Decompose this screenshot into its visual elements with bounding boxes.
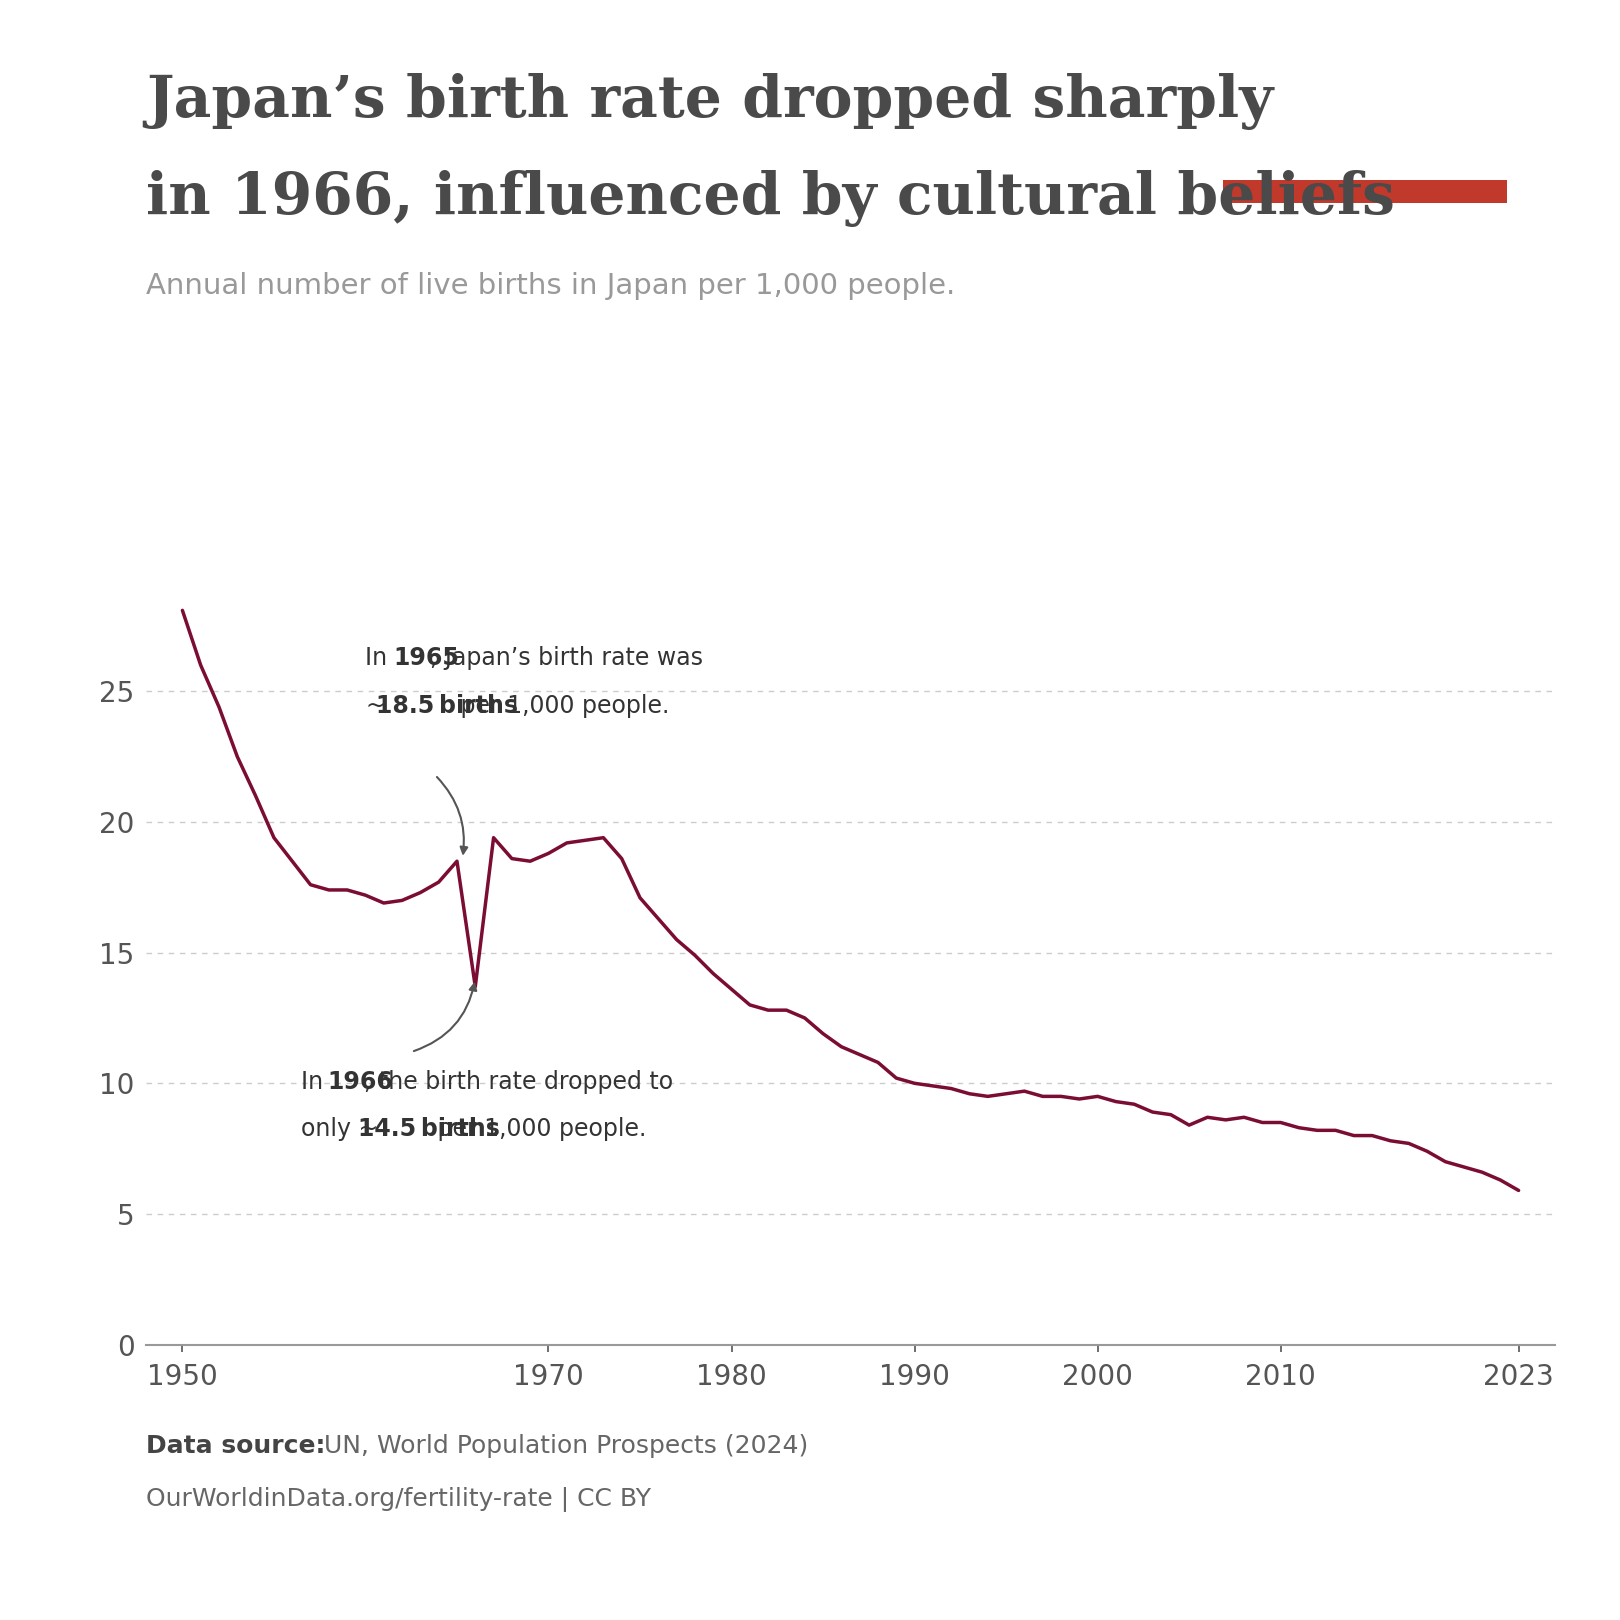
Text: in 1966, influenced by cultural beliefs: in 1966, influenced by cultural beliefs	[146, 170, 1395, 227]
Text: In: In	[366, 646, 395, 671]
Text: per 1,000 people.: per 1,000 people.	[454, 693, 669, 718]
Text: In: In	[301, 1071, 330, 1094]
Text: only ~: only ~	[301, 1118, 379, 1140]
Text: , Japan’s birth rate was: , Japan’s birth rate was	[429, 646, 703, 671]
Text: Annual number of live births in Japan per 1,000 people.: Annual number of live births in Japan pe…	[146, 272, 956, 300]
Text: Our World: Our World	[1293, 63, 1437, 87]
Bar	[1223, 180, 1507, 202]
Text: 14.5 births: 14.5 births	[358, 1118, 501, 1140]
Text: OurWorldinData.org/fertility-rate | CC BY: OurWorldinData.org/fertility-rate | CC B…	[146, 1487, 651, 1511]
Text: Japan’s birth rate dropped sharply: Japan’s birth rate dropped sharply	[146, 73, 1273, 130]
Text: 1965: 1965	[394, 646, 458, 671]
Text: in Data: in Data	[1314, 113, 1416, 138]
Text: 1966: 1966	[327, 1071, 394, 1094]
Text: per 1,000 people.: per 1,000 people.	[429, 1118, 646, 1140]
Text: , the birth rate dropped to: , the birth rate dropped to	[363, 1071, 672, 1094]
Text: ~: ~	[366, 693, 386, 718]
Text: 18.5 births: 18.5 births	[376, 693, 518, 718]
Text: UN, World Population Prospects (2024): UN, World Population Prospects (2024)	[316, 1434, 808, 1458]
Text: Data source:: Data source:	[146, 1434, 326, 1458]
